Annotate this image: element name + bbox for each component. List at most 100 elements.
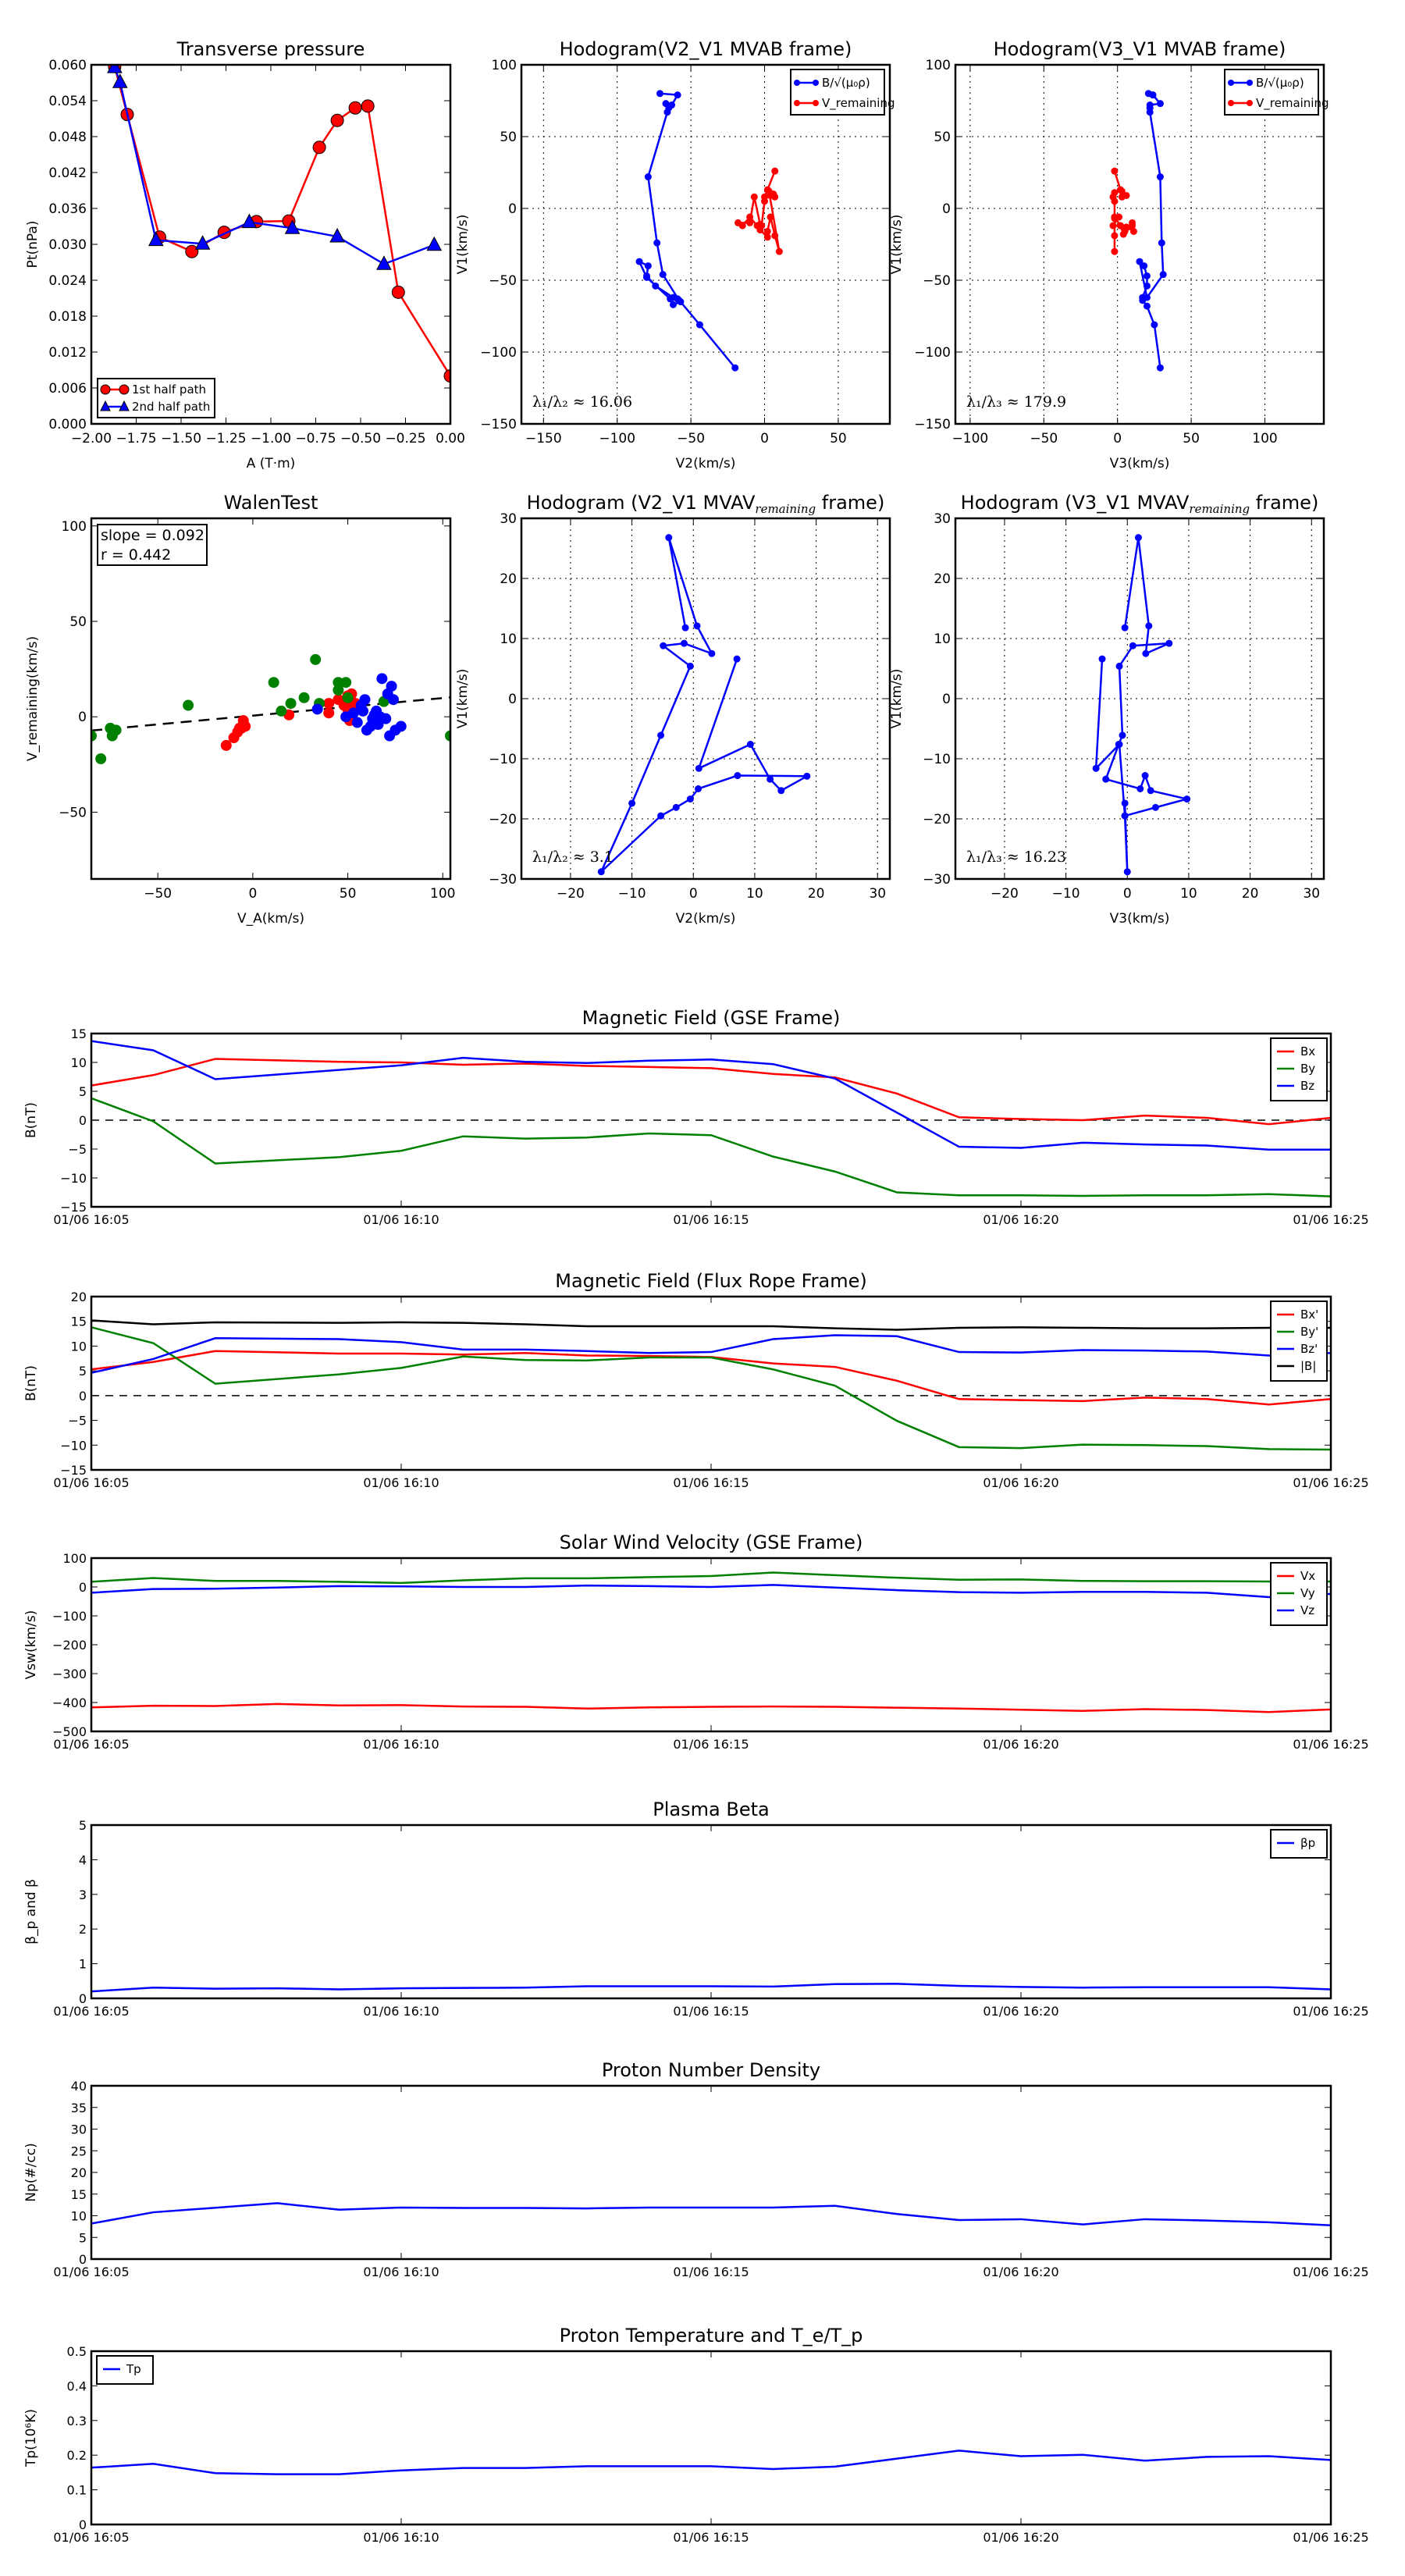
title-part: Hodogram (V3_V1 MVAV [961,492,1190,514]
y-tick-label: −400 [52,1695,87,1710]
legend-label: B/√(μ₀ρ) [822,76,870,90]
data-point [333,685,344,696]
chart-title: Hodogram(V2_V1 MVAB frame) [560,38,852,60]
x-tick-label: −0.50 [340,431,381,447]
x-axis-label: V3(km/s) [1110,911,1170,927]
data-point [644,262,652,270]
x-tick-label: −1.00 [251,431,291,447]
data-point [268,677,279,688]
y-tick-label: 0.1 [67,2483,87,2498]
y-tick-label: −50 [923,273,951,289]
data-point [95,753,107,764]
y-tick-label: 2 [79,1922,87,1937]
y-tick-label: −20 [489,812,517,827]
y-tick-label: 5 [79,1818,87,1833]
x-axis-label: V3(km/s) [1110,456,1170,471]
y-tick-label: 5 [79,2230,87,2245]
y-tick-label: 0.000 [48,417,87,432]
data-point [1123,868,1131,876]
data-point [686,662,694,670]
y-tick-label: 50 [69,614,87,630]
y-tick-label: 0 [79,1991,87,2006]
legend-label: Bx' [1300,1308,1318,1322]
data-point [750,193,758,201]
title-part: Hodogram (V2_V1 MVAV [527,492,756,514]
x-tick-label: 01/06 16:10 [363,1737,439,1752]
data-point [110,724,122,736]
legend-label: Tp [126,2362,141,2376]
data-point [668,101,676,109]
chart-walen-test: WalenTest −50 0 50 100 −50 0 50 100 V_A(km/s) V_re… [25,492,455,927]
data-point [1121,799,1129,807]
data-point [765,187,773,195]
data-point [675,297,683,304]
plot-frame [90,1557,1332,1733]
y-tick-label: 3 [79,1888,87,1902]
plot-area [107,65,450,383]
data-point [1156,364,1164,372]
data-point [276,705,287,717]
correlation-label: r = 0.442 [101,546,171,564]
x-tick-label: −50 [144,886,172,902]
data-point [342,692,354,703]
y-tick-label: 10 [934,632,951,647]
title-part: frame) [1250,492,1318,514]
plot-area [635,90,783,372]
data-point [323,707,335,719]
x-tick-label: −1.50 [161,431,201,447]
x-tick-label: 01/06 16:10 [363,1475,439,1490]
data-point [347,707,359,719]
stats-box [97,524,208,566]
data-point [657,812,665,820]
y-tick-label: −5 [68,1414,87,1429]
y-tick-label: 0.018 [48,309,87,325]
data-point [733,655,741,663]
legend-label: V_remaining [1256,96,1329,111]
series-trajectory-line [1094,537,1187,872]
data-point [1098,655,1106,663]
y-tick-label: 0.024 [48,273,87,289]
x-tick-label: 0.00 [436,431,465,447]
x-tick-label: 30 [869,886,886,902]
data-point [445,730,450,742]
series-vx-line [91,1703,1332,1713]
y-tick-label: 0.4 [67,2379,87,2393]
y-tick-label: 0.5 [67,2344,87,2359]
series-bz--line [91,1334,1332,1374]
y-tick-label: 0 [79,1113,87,1128]
data-point [681,624,689,632]
data-point [597,868,605,876]
y-tick-label: −30 [923,872,951,888]
data-point [695,764,702,772]
x-tick-label: −1.75 [116,431,156,447]
chart-hodogram-v3-v1-mvab: Hodogram(V3_V1 MVAB frame) −100 −50 0 50 100 −… [889,38,1329,471]
series-tp-line [91,2450,1332,2475]
y-tick-label: 20 [934,571,951,587]
data-point [746,219,754,226]
x-tick-label: 01/06 16:10 [363,2265,439,2279]
y-tick-label: 0 [942,692,951,707]
legend-label: By' [1300,1325,1318,1339]
legend-label: B/√(μ₀ρ) [1256,76,1304,90]
x-tick-label: −150 [525,431,562,447]
x-axis-label: V2(km/s) [676,456,736,471]
data-point [777,787,785,795]
series-bx--line [91,1350,1332,1406]
data-point [285,698,297,710]
data-point [652,282,660,290]
data-point [1143,272,1151,279]
data-point [1136,785,1144,792]
y-tick-label: −300 [52,1667,87,1681]
x-axis-label: V_A(km/s) [237,911,304,927]
y-axis-label: V_remaining(km/s) [25,636,41,761]
data-point [1102,775,1110,783]
data-point [657,731,665,739]
data-point [674,91,681,99]
x-tick-label: −100 [952,431,989,447]
data-point [659,271,667,279]
x-tick-label: 30 [1303,886,1320,902]
fit-line [91,696,450,732]
data-point [323,698,335,710]
y-tick-label: 0 [942,201,951,217]
y-tick-label: 0.060 [48,58,87,73]
